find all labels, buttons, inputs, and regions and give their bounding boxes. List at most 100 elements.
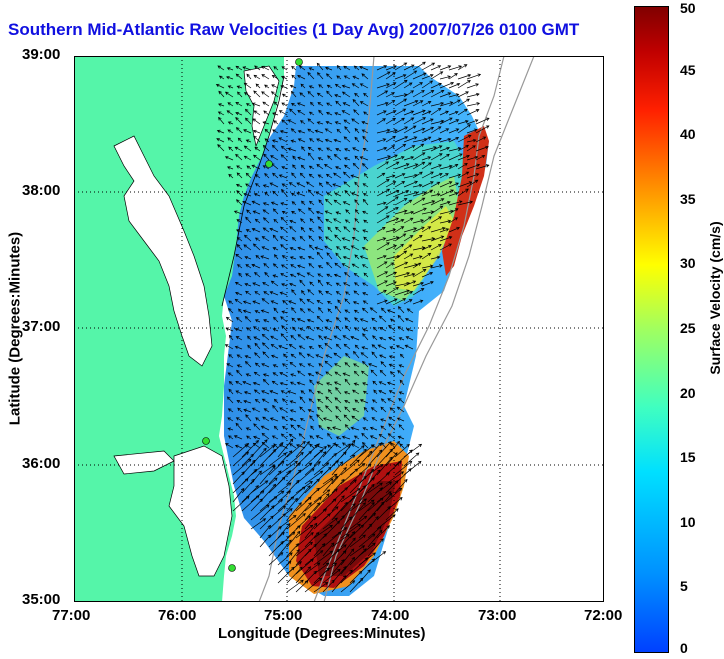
velocity-arrow — [334, 305, 342, 314]
velocity-arrow — [376, 71, 391, 80]
velocity-arrow — [403, 452, 420, 467]
velocity-arrow — [277, 523, 291, 539]
velocity-arrow — [380, 406, 387, 413]
y-tick-label: 37:00 — [22, 318, 61, 335]
velocity-arrow — [439, 117, 453, 125]
velocity-arrow — [234, 281, 243, 287]
velocity-arrow — [376, 188, 391, 197]
velocity-arrow — [354, 317, 360, 323]
velocity-arrow — [334, 83, 342, 89]
velocity-arrow — [457, 163, 468, 170]
velocity-arrow — [315, 327, 324, 332]
velocity-arrow — [228, 380, 234, 386]
velocity-arrow — [262, 184, 270, 188]
velocity-arrow — [268, 513, 287, 530]
velocity-arrow — [252, 243, 261, 251]
velocity-arrow — [243, 145, 252, 152]
velocity-arrow — [281, 363, 288, 368]
colorbar-tick-label: 50 — [680, 0, 696, 16]
velocity-arrow — [430, 119, 445, 125]
velocity-arrow — [286, 479, 300, 494]
colorbar-tick-label: 30 — [680, 255, 696, 272]
velocity-arrow — [250, 470, 262, 485]
velocity-arrow — [262, 202, 270, 206]
velocity-arrow — [412, 281, 425, 287]
velocity-arrow — [322, 531, 342, 548]
velocity-arrow — [403, 90, 415, 98]
velocity-arrow — [367, 529, 383, 548]
velocity-arrow — [389, 407, 396, 413]
velocity-arrow — [297, 264, 306, 269]
velocity-arrow — [318, 334, 324, 341]
velocity-arrow — [317, 279, 324, 287]
velocity-arrow — [272, 234, 279, 242]
velocity-arrow — [300, 390, 306, 395]
velocity-arrow — [250, 498, 263, 512]
velocity-arrow — [421, 101, 432, 107]
velocity-arrow — [376, 146, 388, 152]
velocity-arrow — [448, 147, 462, 152]
velocity-arrow — [304, 470, 324, 485]
velocity-arrow — [292, 155, 297, 161]
velocity-arrow — [299, 396, 306, 404]
velocity-arrow — [373, 389, 378, 395]
velocity-arrow — [296, 424, 306, 431]
velocity-arrow — [316, 251, 324, 260]
velocity-arrow — [242, 200, 252, 206]
velocity-arrow — [318, 307, 324, 314]
velocity-arrow — [344, 309, 351, 314]
velocity-arrow — [277, 450, 293, 467]
velocity-arrow — [394, 250, 408, 260]
velocity-arrow — [306, 299, 315, 305]
velocity-arrow — [466, 179, 479, 188]
velocity-arrow — [333, 335, 342, 341]
velocity-arrow — [247, 335, 252, 341]
velocity-arrow — [394, 79, 408, 89]
velocity-arrow — [245, 264, 252, 269]
velocity-arrow — [236, 369, 243, 377]
velocity-arrow — [326, 192, 333, 197]
velocity-arrow — [273, 120, 279, 125]
velocity-arrow — [233, 210, 243, 215]
velocity-arrow — [268, 476, 286, 494]
velocity-arrow — [300, 164, 306, 170]
velocity-arrow — [262, 165, 270, 170]
velocity-arrow — [430, 264, 443, 269]
velocity-arrow — [301, 200, 306, 206]
velocity-arrow — [385, 154, 398, 161]
velocity-arrow — [340, 495, 356, 512]
velocity-arrow — [289, 226, 297, 233]
velocity-arrow — [344, 126, 351, 134]
velocity-arrow — [262, 378, 270, 386]
velocity-arrow — [281, 93, 288, 98]
velocity-arrow — [307, 90, 315, 98]
velocity-arrow — [228, 300, 234, 305]
velocity-arrow — [309, 443, 315, 449]
velocity-arrow — [352, 147, 360, 152]
velocity-arrow — [412, 226, 425, 233]
velocity-arrow — [318, 84, 324, 89]
velocity-arrow — [316, 381, 324, 386]
velocity-arrow — [264, 128, 270, 134]
velocity-arrow — [439, 146, 450, 152]
velocity-arrow — [326, 273, 333, 278]
velocity-arrow — [343, 282, 351, 287]
velocity-arrow — [376, 271, 389, 278]
velocity-arrow — [343, 171, 351, 179]
velocity-arrow — [281, 183, 288, 188]
velocity-arrow — [362, 282, 369, 287]
velocity-arrow — [331, 527, 348, 539]
velocity-arrow — [264, 173, 270, 179]
station-marker — [228, 564, 236, 572]
velocity-arrow — [340, 516, 353, 530]
velocity-arrow — [236, 264, 243, 269]
velocity-arrow — [362, 193, 369, 197]
velocity-arrow — [235, 127, 243, 134]
velocity-arrow — [281, 166, 288, 170]
velocity-arrow — [359, 156, 369, 161]
velocity-arrow — [254, 291, 261, 296]
velocity-arrow — [385, 189, 400, 197]
velocity-arrow — [394, 289, 410, 296]
velocity-arrow — [299, 256, 306, 260]
velocity-arrow — [421, 110, 432, 116]
